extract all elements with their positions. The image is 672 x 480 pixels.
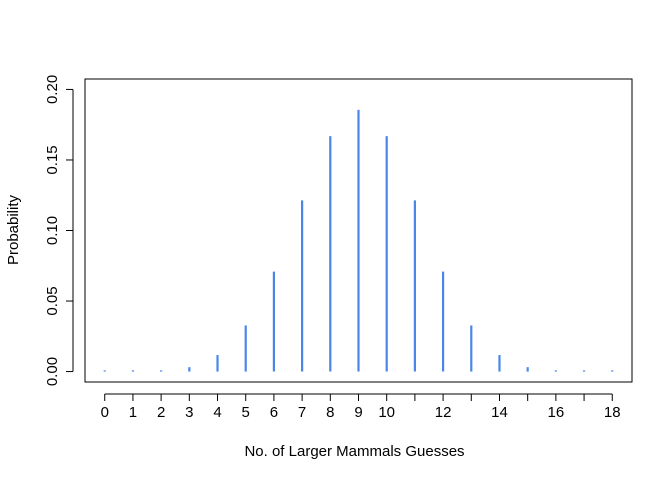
y-axis-title: Probability: [5, 194, 22, 265]
x-tick-label: 8: [326, 404, 334, 421]
y-tick-label: 0.20: [44, 75, 61, 104]
y-tick-label: 0.05: [44, 286, 61, 315]
x-tick-label: 6: [270, 404, 278, 421]
x-tick-label: 10: [378, 404, 395, 421]
y-tick-label: 0.00: [44, 357, 61, 386]
x-tick-label: 4: [213, 404, 221, 421]
x-tick-label: 14: [491, 404, 508, 421]
x-tick-label: 18: [604, 404, 621, 421]
x-tick-label: 7: [298, 404, 306, 421]
x-axis-title: No. of Larger Mammals Guesses: [244, 443, 464, 460]
bars-group: [103, 109, 614, 372]
x-tick-label: 3: [185, 404, 193, 421]
x-tick-label: 16: [548, 404, 565, 421]
x-tick-label: 1: [129, 404, 137, 421]
y-tick-label: 0.15: [44, 145, 61, 174]
x-tick-label: 9: [354, 404, 362, 421]
x-tick-label: 2: [157, 404, 165, 421]
y-tick-label: 0.10: [44, 216, 61, 245]
x-tick-label: 5: [242, 404, 250, 421]
plot-frame: [84, 78, 633, 383]
x-tick-label: 0: [101, 404, 109, 421]
y-axis: 0.00 0.05 0.10 0.15 0.20: [44, 75, 74, 386]
x-tick-label: 12: [435, 404, 452, 421]
x-axis: 0 1 2 3 4 5 6 7 8 9 10 12 14 16 18: [101, 393, 621, 421]
